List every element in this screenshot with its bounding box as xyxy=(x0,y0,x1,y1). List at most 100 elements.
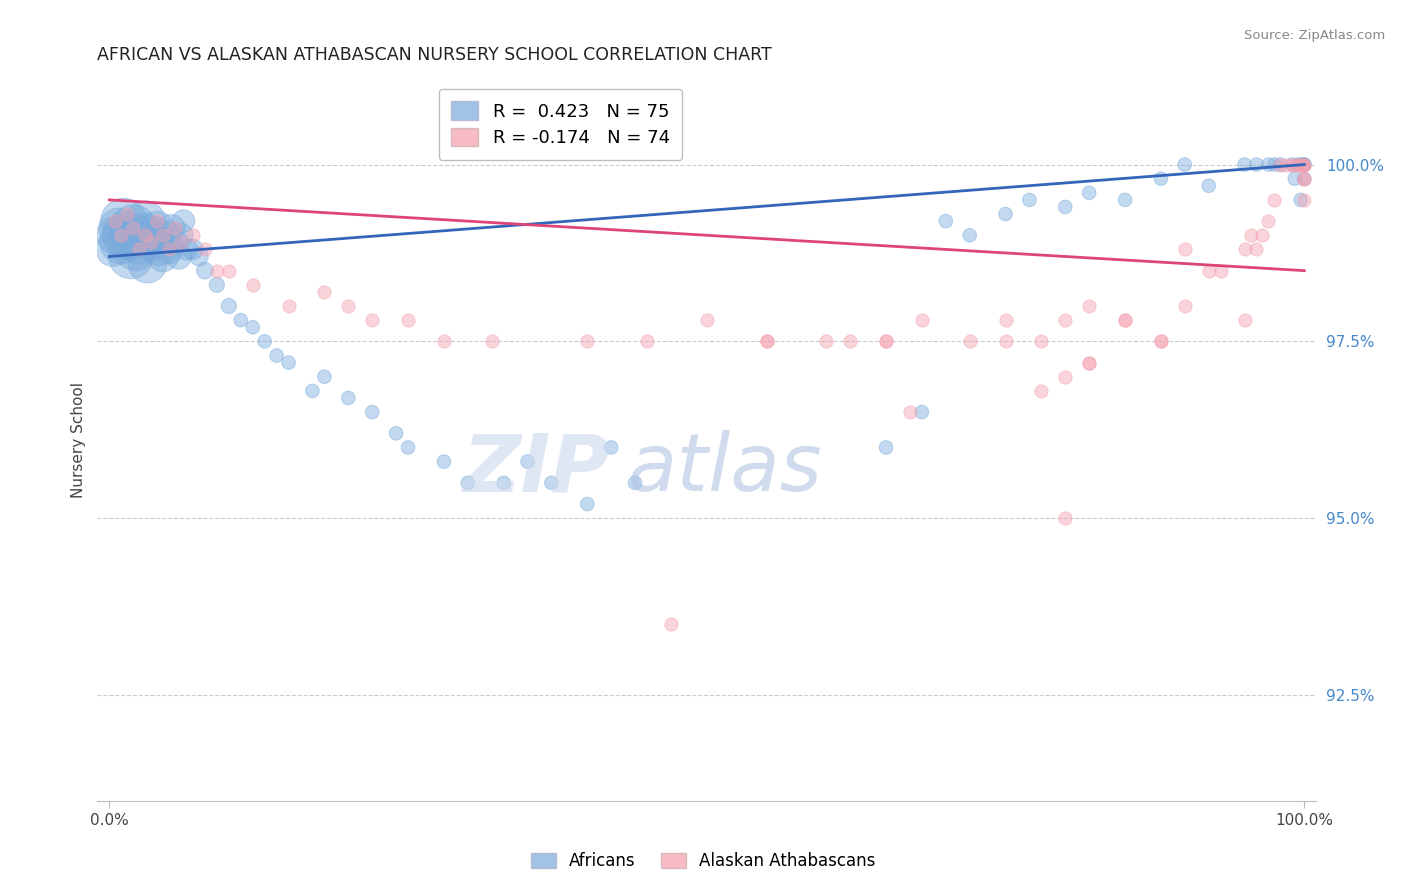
Point xyxy=(1294,157,1316,171)
Point xyxy=(104,228,127,243)
Text: AFRICAN VS ALASKAN ATHABASCAN NURSERY SCHOOL CORRELATION CHART: AFRICAN VS ALASKAN ATHABASCAN NURSERY SC… xyxy=(97,46,772,64)
Point xyxy=(1286,157,1309,171)
Point xyxy=(170,228,193,243)
Point xyxy=(163,235,186,250)
Point xyxy=(1294,157,1316,171)
Point xyxy=(540,475,562,490)
Point xyxy=(1294,193,1316,207)
Point xyxy=(600,441,623,455)
Point xyxy=(172,214,194,228)
Point xyxy=(337,391,360,405)
Point xyxy=(110,228,132,243)
Point xyxy=(134,228,156,243)
Point xyxy=(152,228,174,243)
Point xyxy=(1150,171,1173,186)
Point xyxy=(1294,171,1316,186)
Point xyxy=(994,313,1017,327)
Point xyxy=(181,228,204,243)
Point xyxy=(1270,157,1292,171)
Point xyxy=(1078,355,1101,369)
Point xyxy=(242,277,264,292)
Point xyxy=(1209,263,1232,277)
Point xyxy=(1281,157,1303,171)
Point xyxy=(122,221,145,235)
Point xyxy=(994,334,1017,349)
Point xyxy=(875,334,897,349)
Point xyxy=(1114,313,1136,327)
Point xyxy=(104,214,127,228)
Point xyxy=(1270,157,1292,171)
Point xyxy=(576,497,599,511)
Point xyxy=(1233,313,1256,327)
Point xyxy=(481,334,503,349)
Point xyxy=(337,299,360,313)
Point xyxy=(218,299,240,313)
Point xyxy=(157,243,180,257)
Point xyxy=(1291,157,1313,171)
Point xyxy=(218,263,240,277)
Point xyxy=(1198,263,1220,277)
Point xyxy=(898,405,921,419)
Point xyxy=(1054,511,1077,525)
Y-axis label: Nursery School: Nursery School xyxy=(72,383,86,499)
Point xyxy=(457,475,479,490)
Point xyxy=(624,475,647,490)
Point xyxy=(148,243,170,257)
Point xyxy=(115,207,138,221)
Point xyxy=(253,334,276,349)
Point xyxy=(1114,193,1136,207)
Point xyxy=(112,214,135,228)
Point xyxy=(110,235,132,250)
Point xyxy=(128,243,150,257)
Point xyxy=(1246,157,1268,171)
Point xyxy=(101,243,124,257)
Point xyxy=(875,334,897,349)
Point xyxy=(242,320,264,334)
Legend: R =  0.423   N = 75, R = -0.174   N = 74: R = 0.423 N = 75, R = -0.174 N = 74 xyxy=(439,88,682,160)
Point xyxy=(755,334,778,349)
Point xyxy=(1078,299,1101,313)
Point xyxy=(492,475,515,490)
Point xyxy=(143,228,166,243)
Point xyxy=(576,334,599,349)
Point xyxy=(152,250,174,264)
Point xyxy=(994,207,1017,221)
Point xyxy=(1294,171,1316,186)
Point xyxy=(1078,186,1101,200)
Point xyxy=(815,334,838,349)
Point xyxy=(755,334,778,349)
Point xyxy=(1150,334,1173,349)
Point xyxy=(1257,214,1279,228)
Point xyxy=(433,334,456,349)
Point xyxy=(139,235,162,250)
Point xyxy=(1054,369,1077,384)
Point xyxy=(911,405,934,419)
Point xyxy=(1275,157,1298,171)
Point xyxy=(1291,157,1313,171)
Point xyxy=(1286,157,1309,171)
Point xyxy=(266,349,288,363)
Point xyxy=(935,214,957,228)
Point xyxy=(1257,157,1279,171)
Point xyxy=(301,384,323,398)
Point xyxy=(911,313,934,327)
Point xyxy=(205,263,228,277)
Point xyxy=(181,243,204,257)
Point xyxy=(122,221,145,235)
Point xyxy=(959,334,981,349)
Point xyxy=(1174,157,1197,171)
Point xyxy=(1251,228,1274,243)
Point xyxy=(1239,228,1261,243)
Point xyxy=(139,235,162,250)
Point xyxy=(167,250,190,264)
Point xyxy=(124,243,146,257)
Point xyxy=(170,235,193,250)
Point xyxy=(314,369,336,384)
Point xyxy=(1174,299,1197,313)
Point xyxy=(1284,171,1306,186)
Text: atlas: atlas xyxy=(627,430,823,508)
Point xyxy=(659,617,682,632)
Point xyxy=(132,228,155,243)
Point xyxy=(128,235,150,250)
Point xyxy=(277,299,299,313)
